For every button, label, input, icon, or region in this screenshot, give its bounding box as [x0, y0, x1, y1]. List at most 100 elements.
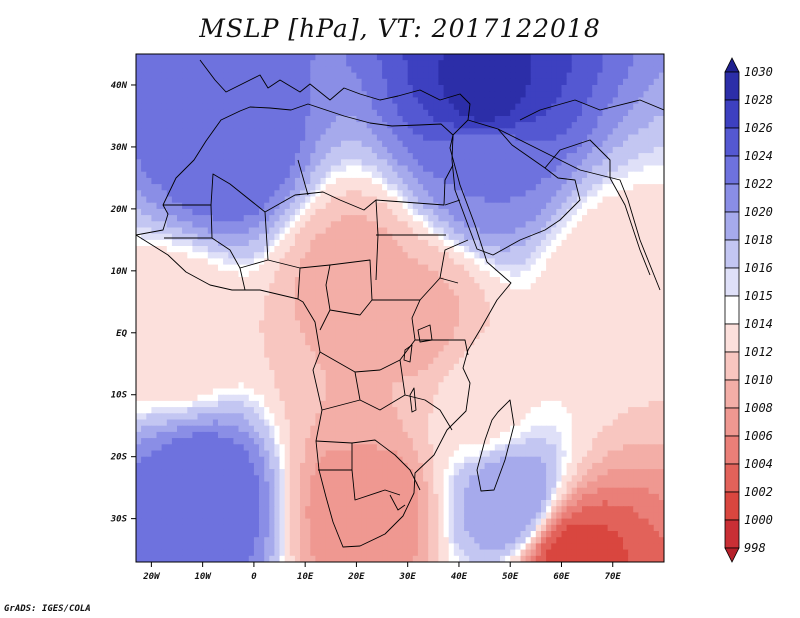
field-cell [356, 159, 363, 167]
field-cell [402, 190, 409, 198]
field-cell [474, 134, 480, 142]
field-cell [387, 258, 393, 266]
field-cell [161, 103, 168, 111]
field-cell [320, 202, 327, 210]
field-cell [412, 320, 419, 328]
field-cell [279, 215, 286, 222]
field-cell [341, 308, 347, 315]
field-cell [284, 332, 291, 340]
field-cell [259, 283, 265, 290]
field-cell [387, 134, 393, 142]
field-cell [356, 320, 363, 328]
field-cell [597, 221, 604, 229]
field-cell [387, 351, 393, 359]
field-cell [633, 128, 639, 136]
field-cell [238, 190, 245, 198]
field-cell [433, 184, 439, 191]
field-cell [320, 146, 327, 154]
field-cell [161, 239, 168, 247]
field-cell [633, 246, 639, 253]
field-cell [141, 332, 147, 340]
field-cell [305, 60, 311, 67]
field-cell [402, 146, 409, 154]
field-cell [484, 116, 491, 123]
field-cell [351, 97, 357, 105]
field-cell [284, 171, 291, 179]
field-cell [392, 227, 398, 235]
field-cell [510, 258, 516, 266]
field-cell [243, 289, 250, 297]
field-cell [633, 264, 639, 272]
field-cell [653, 140, 660, 148]
field-cell [366, 190, 373, 198]
field-cell [500, 140, 506, 148]
field-cell [207, 227, 214, 235]
field-cell [633, 345, 639, 352]
field-cell [279, 171, 286, 179]
field-cell [530, 66, 537, 74]
field-cell [284, 308, 291, 315]
field-cell [284, 109, 291, 117]
field-cell [156, 165, 163, 173]
field-cell [197, 289, 204, 297]
field-cell [161, 177, 168, 185]
field-cell [633, 270, 639, 278]
field-cell [428, 221, 434, 229]
field-cell [525, 258, 532, 266]
field-cell [279, 153, 286, 160]
field-cell [479, 227, 486, 235]
field-cell [223, 326, 229, 334]
field-cell [571, 122, 578, 129]
field-cell [510, 159, 516, 167]
field-cell [484, 72, 491, 80]
field-cell [607, 54, 614, 61]
field-cell [505, 301, 511, 309]
field-cell [489, 295, 496, 303]
field-cell [530, 345, 537, 352]
field-cell [530, 314, 537, 321]
field-cell [494, 320, 501, 328]
field-cell [202, 264, 209, 272]
field-cell [546, 78, 552, 86]
field-cell [484, 332, 491, 340]
field-cell [341, 177, 347, 185]
field-cell [556, 103, 562, 111]
field-cell [294, 54, 301, 61]
field-cell [653, 270, 660, 278]
field-cell [243, 339, 250, 346]
field-cell [376, 277, 383, 284]
field-cell [443, 153, 450, 160]
field-cell [571, 140, 578, 148]
field-cell [489, 140, 496, 148]
field-cell [520, 221, 527, 229]
field-cell [658, 116, 664, 123]
field-cell [366, 116, 373, 123]
field-cell [653, 78, 660, 86]
field-cell [653, 165, 660, 173]
field-cell [238, 215, 245, 222]
field-cell [638, 252, 645, 259]
field-cell [264, 270, 270, 278]
field-cell [402, 196, 409, 204]
field-cell [346, 320, 352, 328]
field-cell [397, 215, 404, 222]
field-cell [392, 215, 398, 222]
field-cell [535, 277, 542, 284]
field-cell [546, 308, 552, 315]
field-cell [412, 233, 419, 241]
field-cell [161, 116, 168, 123]
field-cell [197, 109, 204, 117]
field-cell [597, 60, 604, 67]
field-cell [515, 140, 521, 148]
field-cell [464, 184, 470, 191]
field-cell [315, 54, 322, 61]
field-cell [448, 339, 455, 346]
field-cell [361, 60, 368, 67]
field-cell [628, 165, 634, 173]
field-cell [546, 202, 552, 210]
field-cell [500, 295, 506, 303]
field-cell [330, 54, 337, 61]
field-cell [515, 264, 521, 272]
field-cell [469, 314, 475, 321]
field-cell [136, 345, 142, 352]
